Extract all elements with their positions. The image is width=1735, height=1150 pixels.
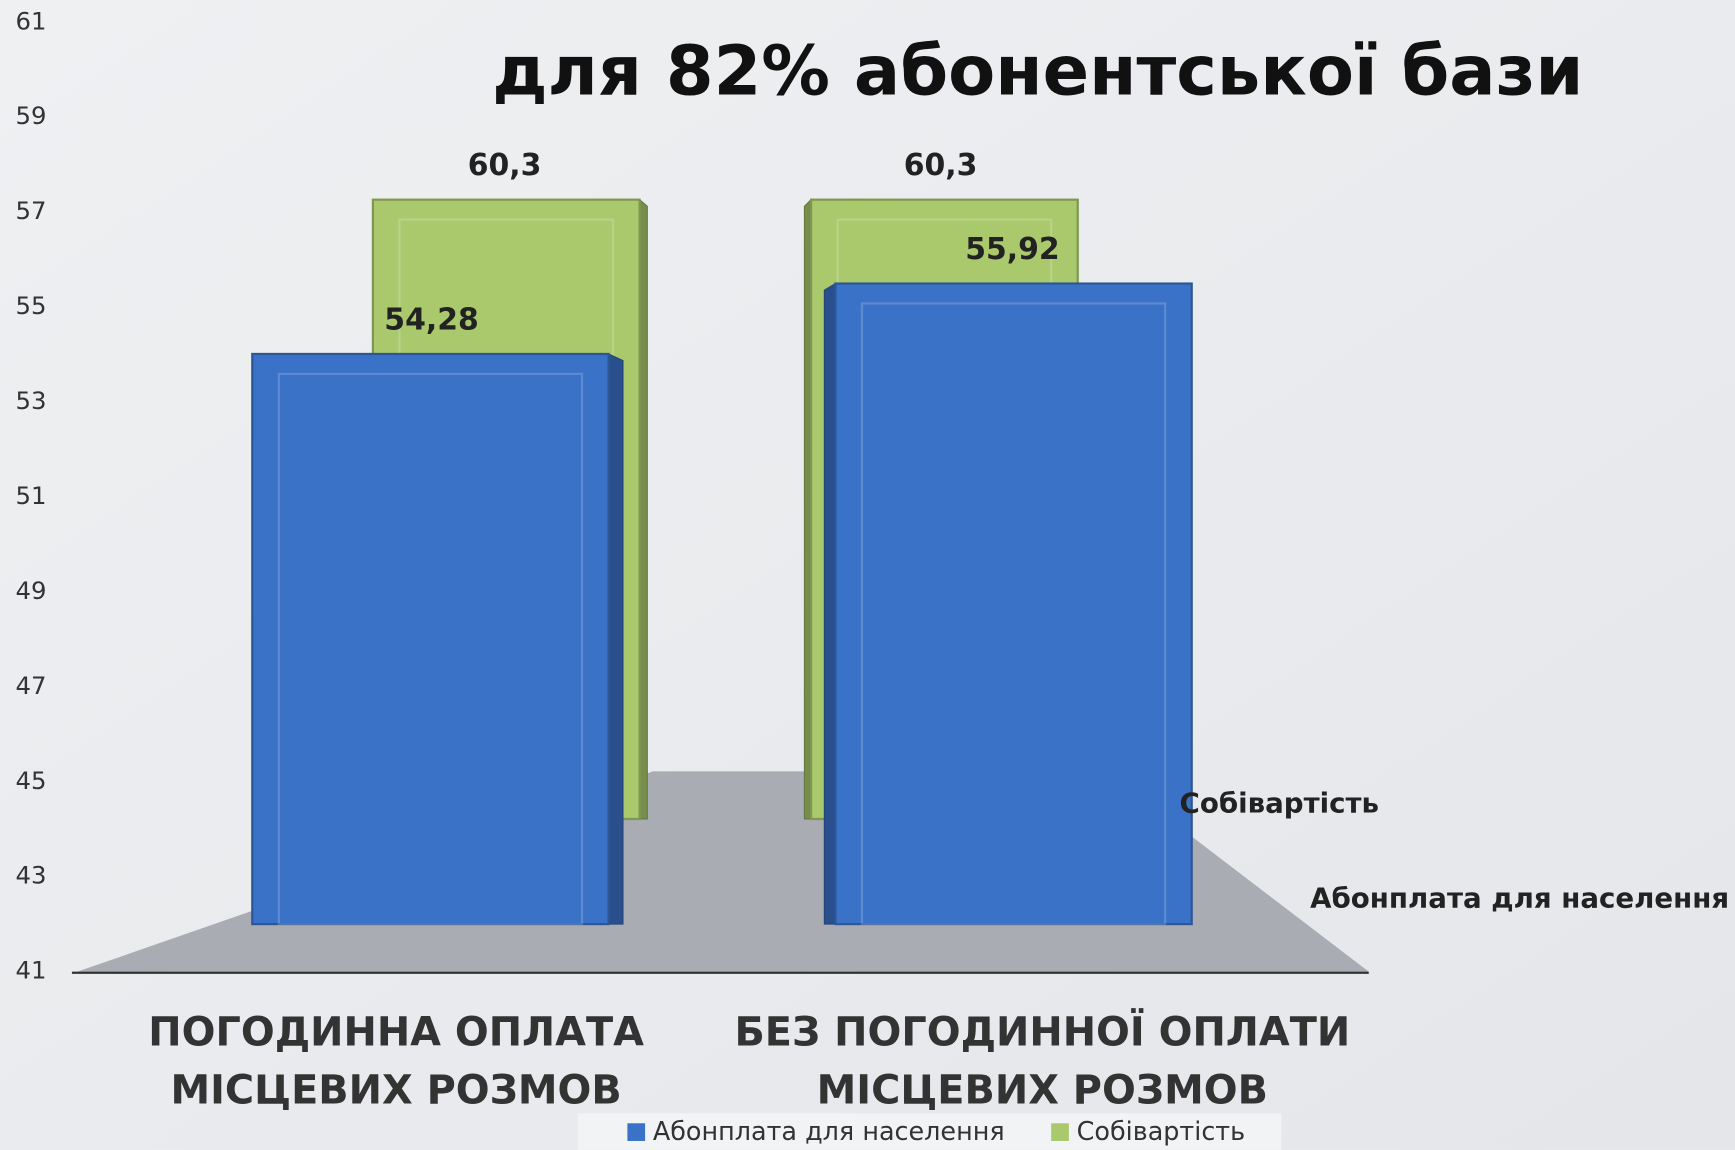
y-tick-label: 53 <box>15 386 46 415</box>
y-tick-label: 61 <box>15 6 46 35</box>
depth-label: Собівартість <box>1180 787 1379 820</box>
value-label: 60,3 <box>904 148 978 183</box>
value-label: 60,3 <box>468 148 542 183</box>
legend-box <box>577 1113 1282 1150</box>
x-tick-label: ПОГОДИННА ОПЛАТА МІСЦЕВИХ РОЗМОВ <box>148 1009 644 1113</box>
x-tick-label: БЕЗ ПОГОДИННОЇ ОПЛАТИ МІСЦЕВИХ РОЗМОВ <box>734 1008 1350 1113</box>
bar-highlight <box>277 372 584 926</box>
label-line: МІСЦЕВИХ РОЗМОВ <box>170 1067 621 1113</box>
chart-title: для 82% абонентської бази <box>492 31 1583 111</box>
bar <box>834 282 1193 926</box>
label-line: БЕЗ ПОГОДИННОЇ ОПЛАТИ <box>734 1008 1350 1055</box>
bar <box>251 352 610 926</box>
value-label: 55,92 <box>965 232 1059 267</box>
label-line: МІСЦЕВИХ РОЗМОВ <box>817 1067 1268 1113</box>
label-line: ПОГОДИННА ОПЛАТА <box>148 1009 644 1055</box>
bar-side <box>639 198 648 820</box>
legend-label: Собівартість <box>1077 1116 1245 1146</box>
legend-label: Абонплата для населення <box>653 1116 1005 1146</box>
y-tick-label: 45 <box>15 766 46 795</box>
y-tick-label: 57 <box>15 196 46 225</box>
bar-highlight <box>860 302 1167 926</box>
bar-side <box>608 353 624 925</box>
y-tick-label: 43 <box>15 861 46 890</box>
bar-side <box>823 282 836 925</box>
y-tick-label: 51 <box>15 481 46 510</box>
y-tick-label: 55 <box>15 291 46 320</box>
y-tick-label: 49 <box>15 576 46 605</box>
depth-label: Абонплата для населення <box>1310 882 1729 915</box>
legend-swatch <box>627 1123 646 1141</box>
value-label: 54,28 <box>384 302 478 337</box>
y-tick-label: 41 <box>15 956 46 985</box>
y-tick-label: 47 <box>15 671 46 700</box>
y-tick-label: 59 <box>15 101 46 130</box>
legend-swatch <box>1051 1123 1069 1141</box>
